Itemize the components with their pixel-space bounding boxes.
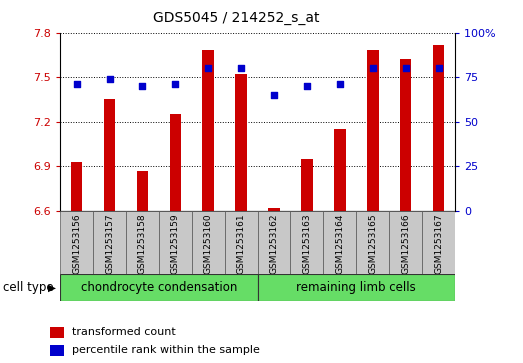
Bar [334, 129, 346, 211]
Point [270, 92, 278, 98]
Point [402, 65, 410, 71]
Bar [50, 345, 64, 356]
Bar [126, 211, 159, 274]
Text: GSM1253167: GSM1253167 [434, 214, 443, 274]
Text: transformed count: transformed count [72, 327, 175, 337]
Bar [422, 211, 455, 274]
Bar [225, 211, 257, 274]
Text: GDS5045 / 214252_s_at: GDS5045 / 214252_s_at [153, 11, 320, 25]
Bar [356, 211, 389, 274]
Point [435, 65, 443, 71]
Text: GSM1253162: GSM1253162 [269, 214, 279, 274]
Text: percentile rank within the sample: percentile rank within the sample [72, 345, 259, 355]
Bar [137, 171, 148, 211]
Point [369, 65, 377, 71]
Bar [169, 114, 181, 211]
Text: cell type: cell type [3, 281, 53, 294]
Bar [60, 274, 257, 301]
Point [303, 83, 311, 89]
Bar [433, 45, 445, 211]
Bar [389, 211, 422, 274]
Bar [268, 208, 280, 211]
Bar [104, 99, 115, 211]
Point [138, 83, 146, 89]
Bar [400, 59, 412, 211]
Text: GSM1253156: GSM1253156 [72, 214, 81, 274]
Point [72, 81, 81, 87]
Bar [301, 159, 313, 211]
Bar [71, 162, 82, 211]
Text: GSM1253158: GSM1253158 [138, 214, 147, 274]
Bar [60, 211, 93, 274]
Text: GSM1253166: GSM1253166 [401, 214, 410, 274]
Bar [367, 50, 379, 211]
Bar [290, 211, 323, 274]
Text: GSM1253159: GSM1253159 [171, 214, 180, 274]
Bar [159, 211, 192, 274]
Point [336, 81, 344, 87]
Bar [50, 327, 64, 338]
Point [204, 65, 212, 71]
Bar [257, 211, 290, 274]
Text: GSM1253160: GSM1253160 [204, 214, 213, 274]
Text: remaining limb cells: remaining limb cells [297, 281, 416, 294]
Text: GSM1253157: GSM1253157 [105, 214, 114, 274]
Point [237, 65, 245, 71]
Text: GSM1253164: GSM1253164 [335, 214, 344, 274]
Point [105, 76, 113, 82]
Text: GSM1253165: GSM1253165 [368, 214, 377, 274]
Bar [323, 211, 356, 274]
Text: ▶: ▶ [48, 283, 56, 293]
Bar [257, 274, 455, 301]
Text: GSM1253163: GSM1253163 [302, 214, 311, 274]
Bar [192, 211, 225, 274]
Bar [202, 50, 214, 211]
Point [171, 81, 179, 87]
Bar [93, 211, 126, 274]
Text: chondrocyte condensation: chondrocyte condensation [81, 281, 237, 294]
Bar [235, 74, 247, 211]
Text: GSM1253161: GSM1253161 [236, 214, 246, 274]
